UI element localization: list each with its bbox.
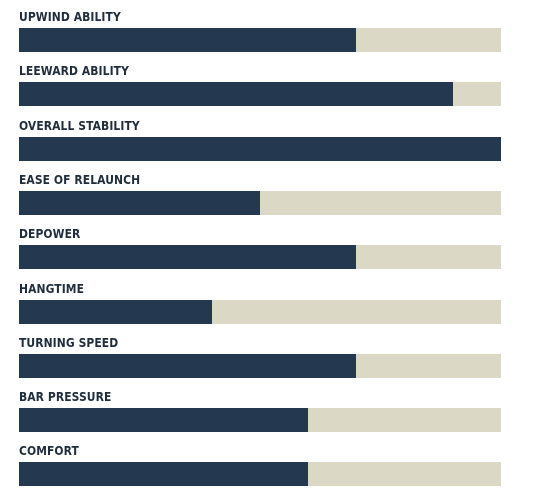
bar-label: EASE OF RELAUNCH <box>19 171 141 187</box>
bar-label: UPWIND ABILITY <box>19 9 121 24</box>
bar-label: LEEWARD ABILITY <box>19 63 129 79</box>
bar-fill <box>19 245 357 270</box>
bar-label: DEPOWER <box>19 226 81 242</box>
bar-label: HANGTIME <box>19 280 85 296</box>
bar-label: BAR PRESSURE <box>19 389 112 405</box>
bar-track <box>19 245 501 270</box>
bar-fill <box>19 408 309 433</box>
bar-fill <box>19 28 357 52</box>
bar-track <box>19 462 501 487</box>
bar-label: TURNING SPEED <box>19 334 119 350</box>
bar-fill <box>19 462 309 487</box>
bar-fill <box>19 299 212 324</box>
bar-fill <box>19 190 260 215</box>
bar-track <box>19 299 501 324</box>
bar-track <box>19 353 501 378</box>
bar-track <box>19 82 501 107</box>
bar-fill <box>19 136 501 161</box>
bar-label: COMFORT <box>19 443 79 459</box>
bar-fill <box>19 82 453 107</box>
bar-track <box>19 408 501 433</box>
bar-track <box>19 136 501 161</box>
bar-track <box>19 190 501 215</box>
bar-fill <box>19 353 357 378</box>
bar-label: OVERALL STABILITY <box>19 117 140 133</box>
bar-track <box>19 28 501 52</box>
